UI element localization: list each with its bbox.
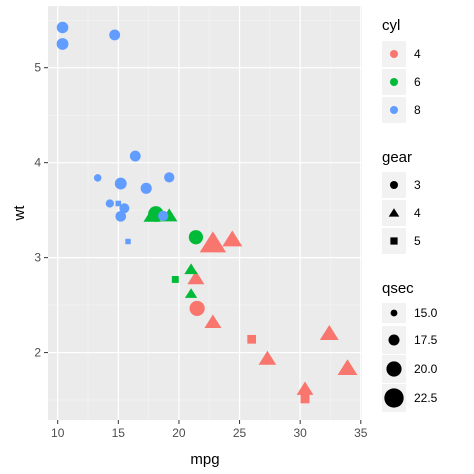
legend-label: 20.0	[414, 362, 438, 376]
y-tick-label: 4	[34, 156, 41, 170]
y-axis: 2 3 4 5	[34, 61, 48, 360]
data-point	[204, 314, 222, 328]
data-point	[258, 350, 277, 365]
data-point	[184, 288, 198, 298]
data-point	[129, 150, 141, 162]
legend-title: qsec	[382, 280, 414, 297]
data-point	[158, 210, 169, 221]
legend-color-swatch	[390, 78, 398, 86]
grid	[48, 6, 362, 420]
legend-label: 3	[414, 178, 421, 192]
legend-title: cyl	[382, 17, 400, 34]
data-point	[199, 231, 227, 253]
y-tick-label: 2	[34, 346, 41, 360]
legend-label: 6	[414, 75, 421, 89]
data-point	[247, 334, 257, 344]
legend-label: 4	[414, 206, 421, 220]
data-point	[115, 200, 122, 207]
legend-size-swatch	[388, 334, 400, 346]
x-tick-label: 15	[112, 426, 126, 440]
data-point	[125, 238, 131, 245]
data-point	[105, 199, 114, 208]
legend-label: 22.5	[414, 391, 438, 405]
data-point	[187, 270, 205, 285]
legend-label: 15.0	[414, 306, 438, 320]
legend-label: 4	[414, 47, 421, 61]
legend-title: gear	[382, 149, 412, 166]
legend-size-swatch	[390, 309, 398, 317]
legend-shape-swatch	[388, 208, 400, 217]
legend-shape-swatch	[390, 237, 398, 245]
data-point	[93, 174, 102, 182]
x-axis: 10 15 20 25 30 35	[51, 420, 368, 440]
x-axis-title: mpg	[190, 451, 219, 468]
legend-label: 17.5	[414, 333, 438, 347]
legend-label: 8	[414, 103, 421, 117]
data-point	[109, 29, 121, 41]
x-tick-label: 25	[233, 426, 247, 440]
legend-size-swatch	[386, 361, 402, 377]
data-point	[319, 325, 339, 340]
legend-shape-swatch	[390, 181, 398, 189]
legend-size-swatch	[384, 388, 404, 408]
legend-color-swatch	[390, 50, 398, 58]
y-tick-label: 5	[34, 61, 41, 75]
x-tick-label: 30	[293, 426, 307, 440]
x-tick-label: 35	[354, 426, 368, 440]
data-points	[56, 21, 358, 404]
data-point	[143, 207, 162, 222]
data-point	[114, 177, 127, 190]
data-point	[222, 230, 243, 247]
data-point	[189, 300, 205, 317]
data-point	[300, 394, 310, 404]
y-tick-label: 3	[34, 251, 41, 265]
y-axis-title: wt	[11, 205, 28, 222]
x-tick-label: 10	[51, 426, 65, 440]
data-point	[164, 172, 175, 183]
data-point	[140, 182, 152, 194]
data-point	[188, 230, 204, 245]
data-point	[337, 359, 358, 375]
legend-color-swatch	[390, 106, 398, 114]
data-point	[184, 263, 198, 275]
data-point	[171, 276, 179, 283]
x-tick-label: 20	[172, 426, 186, 440]
data-point	[56, 21, 69, 34]
plot-panel	[48, 6, 362, 420]
data-point	[296, 381, 314, 395]
data-point	[119, 203, 130, 214]
data-point	[115, 210, 127, 222]
legend-label: 5	[414, 234, 421, 248]
data-point	[56, 38, 69, 50]
